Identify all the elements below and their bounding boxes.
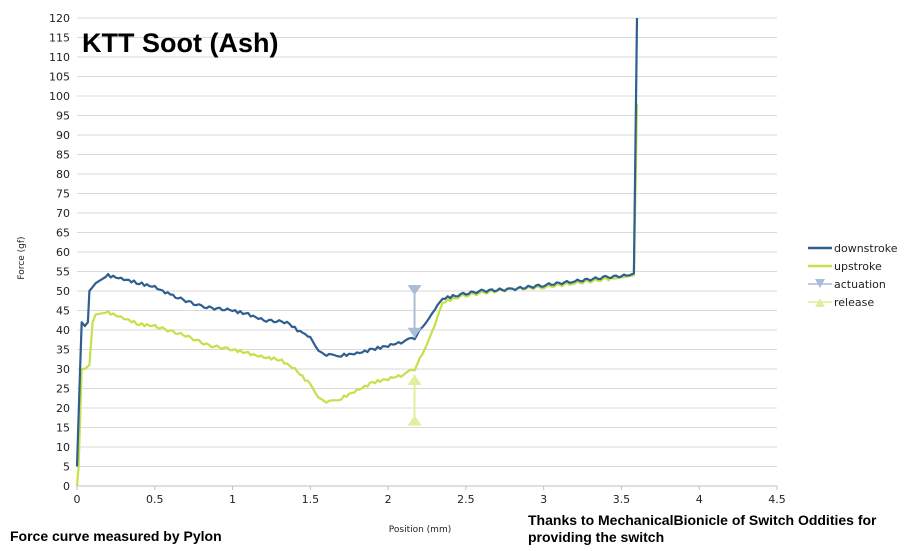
y-tick-label: 100	[49, 90, 70, 103]
y-tick-label: 110	[49, 51, 70, 64]
y-tick-label: 90	[56, 129, 70, 142]
marker-release-head	[407, 415, 422, 426]
y-axis-title: Force (gf)	[17, 236, 27, 279]
y-tick-label: 30	[56, 363, 70, 376]
x-tick-label: 4	[696, 493, 703, 506]
y-tick-label: 65	[56, 227, 70, 240]
y-tick-label: 45	[56, 305, 70, 318]
series-lines	[75, 17, 639, 487]
x-tick-label: 2	[385, 493, 392, 506]
series-line-downstroke	[75, 17, 639, 467]
grid-lines	[77, 17, 777, 467]
footer-credit-thanks: Thanks to MechanicalBionicle of Switch O…	[528, 512, 877, 545]
marker-release-tip	[407, 374, 422, 385]
y-tick-label: 75	[56, 188, 70, 201]
x-tick-label: 3	[540, 493, 547, 506]
marker-actuation-tip	[407, 327, 422, 338]
marker-arrows	[407, 285, 422, 426]
y-tick-label: 25	[56, 383, 70, 396]
y-tick-label: 80	[56, 168, 70, 181]
y-tick-label: 10	[56, 441, 70, 454]
y-tick-label: 50	[56, 285, 70, 298]
y-tick-label: 5	[63, 461, 70, 474]
x-tick-label: 2.5	[457, 493, 475, 506]
x-axis-title: Position (mm)	[389, 525, 451, 535]
x-tick-label: 1.5	[302, 493, 320, 506]
y-tick-label: 55	[56, 266, 70, 279]
x-tick-label: 0	[74, 493, 81, 506]
y-tick-label: 20	[56, 402, 70, 415]
legend-marker-release	[815, 298, 825, 307]
y-tick-labels: 0 5 10 15 20 25 30 35 40 45 50 55 60 65 70 75 80 85 90 95 10…	[49, 12, 70, 493]
legend-label-release: release	[834, 296, 874, 309]
x-tick-label: 1	[229, 493, 236, 506]
legend-marker-actuation	[815, 279, 825, 288]
y-tick-label: 15	[56, 422, 70, 435]
y-tick-label: 60	[56, 246, 70, 259]
x-tick-label: 0.5	[146, 493, 164, 506]
y-tick-label: 120	[49, 12, 70, 25]
x-tick-label: 4.5	[768, 493, 786, 506]
marker-actuation-head	[407, 285, 422, 296]
legend: downstroke upstroke actuation release	[808, 242, 898, 309]
y-tick-label: 35	[56, 344, 70, 357]
footer-credit-measurement: Force curve measured by Pylon	[10, 528, 222, 544]
legend-label-downstroke: downstroke	[834, 242, 898, 255]
y-tick-label: 40	[56, 324, 70, 337]
y-tick-label: 85	[56, 149, 70, 162]
legend-label-upstroke: upstroke	[834, 260, 882, 273]
y-tick-label: 95	[56, 110, 70, 123]
x-tick-labels: 0 0.5 1 1.5 2 2.5 3 3.5 4 4.5	[74, 486, 786, 506]
y-tick-label: 105	[49, 71, 70, 84]
y-tick-label: 70	[56, 207, 70, 220]
x-tick-label: 3.5	[613, 493, 631, 506]
series-line-upstroke	[75, 103, 639, 487]
legend-label-actuation: actuation	[834, 278, 886, 291]
chart-title: KTT Soot (Ash)	[82, 28, 278, 58]
y-tick-label: 0	[63, 480, 70, 493]
y-tick-label: 115	[49, 32, 70, 45]
